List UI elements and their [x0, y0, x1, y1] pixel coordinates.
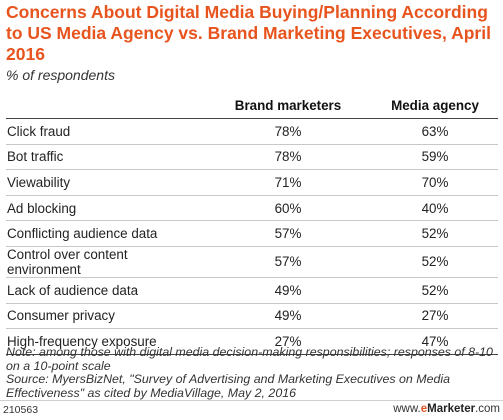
- site-brand-e: e: [420, 403, 428, 415]
- media-agency-value: 40%: [372, 195, 498, 222]
- brand-marketers-value: 57%: [204, 220, 372, 247]
- table-row: Conflicting audience data 57% 52%: [6, 220, 498, 247]
- media-agency-value: 59%: [372, 144, 498, 171]
- media-agency-value: 70%: [372, 169, 498, 196]
- brand-marketers-value: 49%: [204, 303, 372, 330]
- source-text: Source: MyersBizNet, "Survey of Advertis…: [6, 372, 450, 400]
- site-suffix: .com: [475, 403, 500, 415]
- media-agency-value: 27%: [372, 303, 498, 330]
- table-row: Viewability 71% 70%: [6, 169, 498, 196]
- header-media-agency: Media agency: [372, 92, 498, 119]
- table-row: High-frequency exposure 27% 47%: [6, 328, 498, 355]
- table-body: Click fraud 78% 63% Bot traffic 78% 59% Viewab…: [6, 118, 498, 355]
- row-label: Ad blocking: [6, 195, 204, 222]
- header-category: [6, 92, 204, 119]
- table-row: Click fraud 78% 63%: [6, 118, 498, 145]
- row-label: Viewability: [6, 169, 204, 196]
- note-text: Note: among those with digital media dec…: [6, 345, 493, 373]
- table-row: Bot traffic 78% 59%: [6, 144, 498, 171]
- row-label: Conflicting audience data: [6, 220, 204, 247]
- brand-marketers-value: 78%: [204, 144, 372, 171]
- media-agency-value: 52%: [372, 220, 498, 247]
- brand-marketers-value: 27%: [204, 328, 372, 355]
- site-credit: www.eMarketer.com: [393, 403, 500, 415]
- chart-id: 210563: [3, 404, 39, 416]
- table-row: Ad blocking 60% 40%: [6, 195, 498, 222]
- table-header-row: Brand marketers Media agency: [6, 92, 498, 119]
- row-label: Lack of audience data: [6, 277, 204, 304]
- row-label: High-frequency exposure: [6, 328, 204, 355]
- row-label: Bot traffic: [6, 144, 204, 171]
- brand-marketers-value: 71%: [204, 169, 372, 196]
- row-label: Consumer privacy: [6, 303, 204, 330]
- table-row: Control over content environment 57% 52%: [6, 246, 498, 278]
- media-agency-value: 63%: [372, 118, 498, 145]
- site-prefix: www.: [393, 403, 421, 415]
- brand-marketers-value: 78%: [204, 118, 372, 145]
- chart-subtitle: % of respondents: [6, 67, 115, 83]
- notes: Note: among those with digital media dec…: [6, 345, 501, 400]
- chart-title: Concerns About Digital Media Buying/Plan…: [6, 2, 491, 64]
- table-row: Lack of audience data 49% 52%: [6, 277, 498, 304]
- media-agency-value: 47%: [372, 328, 498, 355]
- media-agency-value: 52%: [372, 246, 498, 278]
- brand-marketers-value: 57%: [204, 246, 372, 278]
- footer-divider: [0, 400, 503, 401]
- brand-marketers-value: 49%: [204, 277, 372, 304]
- media-agency-value: 52%: [372, 277, 498, 304]
- row-label: Click fraud: [6, 118, 204, 145]
- site-brand-name: Marketer: [427, 403, 476, 415]
- table-row: Consumer privacy 49% 27%: [6, 303, 498, 330]
- row-label: Control over content environment: [6, 246, 204, 278]
- brand-marketers-value: 60%: [204, 195, 372, 222]
- header-brand-marketers: Brand marketers: [204, 92, 372, 119]
- data-table: Brand marketers Media agency Click fraud…: [6, 92, 498, 355]
